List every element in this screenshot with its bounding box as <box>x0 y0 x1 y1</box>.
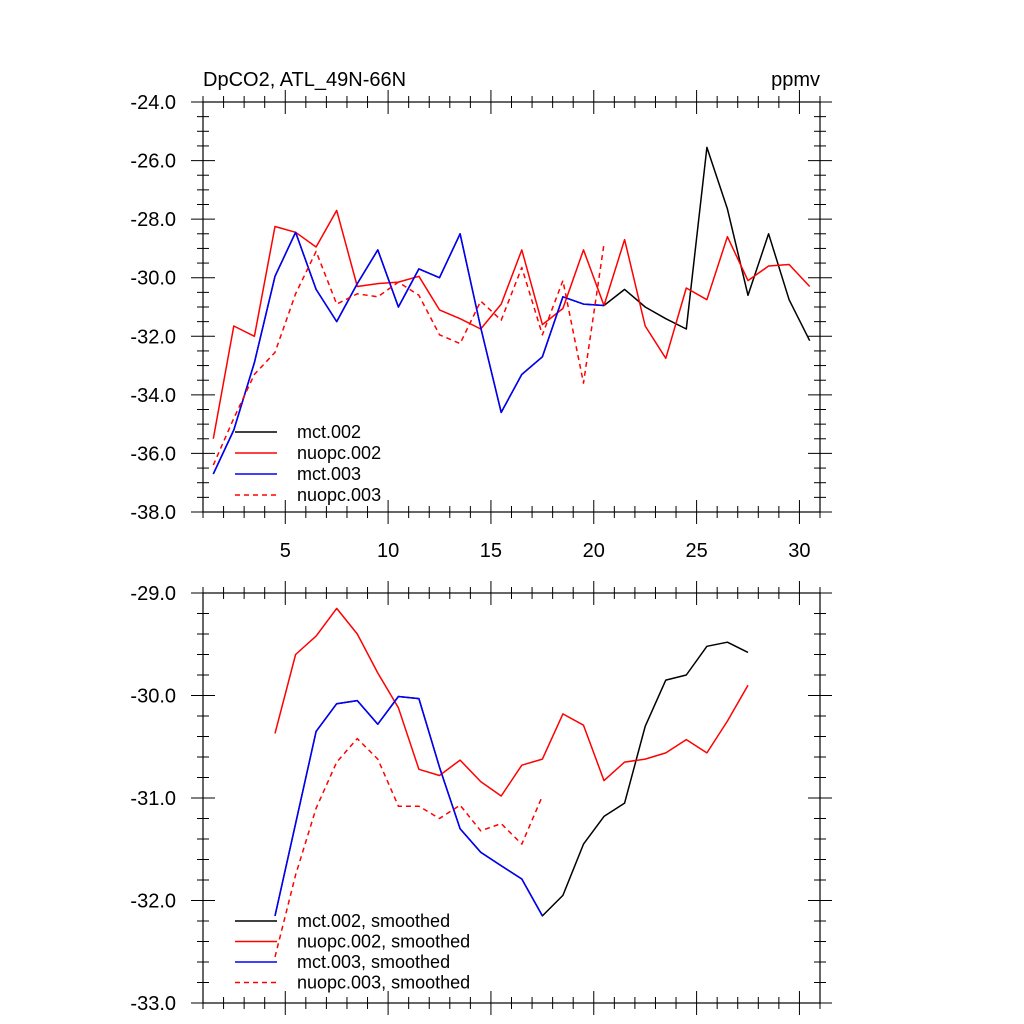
top-series-group <box>212 146 811 475</box>
top-chart-title: DpCO2, ATL_49N-66N <box>203 69 406 91</box>
top-legend-label: nuopc.002 <box>297 443 381 463</box>
bottom-series-group <box>274 607 749 958</box>
top-chart-units: ppmv <box>771 69 820 91</box>
y-tick-label: -32.0 <box>130 891 176 913</box>
top-legend-label: mct.003 <box>297 464 361 484</box>
y-tick-label: -36.0 <box>130 443 176 465</box>
top-legend-label: mct.002 <box>297 422 361 442</box>
bottom-legend-label: mct.002, smoothed <box>297 911 450 931</box>
x-tick-label: 25 <box>685 540 707 562</box>
top-legend-label: nuopc.003 <box>297 485 381 505</box>
x-tick-label: 15 <box>480 540 502 562</box>
y-tick-label: -24.0 <box>130 92 176 114</box>
bottom-series-line-3 <box>274 737 544 958</box>
x-tick-label: 20 <box>583 540 605 562</box>
y-tick-label: -29.0 <box>130 583 176 605</box>
bottom-series-line-2 <box>274 695 544 917</box>
bottom-series-line-1 <box>274 607 749 797</box>
bottom-legend-label: nuopc.003, smoothed <box>297 973 470 993</box>
y-tick-label: -32.0 <box>130 326 176 348</box>
top-axis-ticks: 5 10 15 20 25 30 -24.0 -26.0 -28.0 -30.0 -32.0 -34.… <box>130 90 832 562</box>
x-tick-label: 10 <box>377 540 399 562</box>
bottom-series-line-0 <box>274 641 749 917</box>
y-tick-label: -30.0 <box>130 686 176 708</box>
y-tick-label: -33.0 <box>130 993 176 1015</box>
x-tick-label: 30 <box>788 540 810 562</box>
y-tick-label: -30.0 <box>130 268 176 290</box>
x-tick-label: 5 <box>280 540 291 562</box>
bottom-legend-label: mct.003, smoothed <box>297 952 450 972</box>
y-tick-label: -26.0 <box>130 151 176 173</box>
y-tick-label: -28.0 <box>130 209 176 231</box>
top-panel: DpCO2, ATL_49N-66N ppmv 5 10 15 20 25 30 -24.0… <box>130 69 832 562</box>
bottom-legend-label: nuopc.002, smoothed <box>297 932 470 952</box>
top-plot-frame <box>202 101 821 513</box>
top-series-line-2 <box>212 231 605 475</box>
bottom-axis-ticks: -29.0 -30.0 -31.0 -32.0 -33.0 <box>130 581 832 1015</box>
bottom-panel: -29.0 -30.0 -31.0 -32.0 -33.0 mct.002, smoot… <box>130 581 832 1015</box>
y-tick-label: -38.0 <box>130 502 176 524</box>
top-series-line-1 <box>212 209 811 439</box>
y-tick-label: -34.0 <box>130 385 176 407</box>
y-tick-label: -31.0 <box>130 788 176 810</box>
